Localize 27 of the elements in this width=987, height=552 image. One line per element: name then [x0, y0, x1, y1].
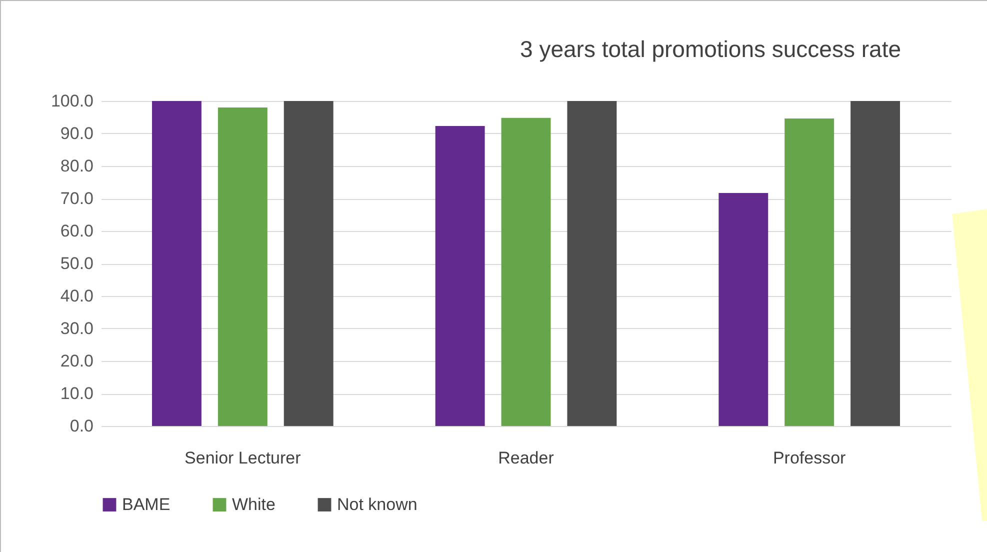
bar [718, 192, 768, 426]
y-tick-label: 90.0 [60, 124, 94, 143]
y-tick-label: 30.0 [60, 319, 94, 338]
y-tick-label: 60.0 [60, 222, 94, 240]
y-tick-label: 100.0 [50, 92, 94, 110]
bar [784, 118, 834, 426]
y-tick-label: 40.0 [60, 286, 94, 306]
bar [218, 108, 268, 426]
chart-title: 3 years total promotions success rate [520, 36, 901, 62]
bar [435, 126, 485, 426]
x-tick-label: Senior Lecturer [184, 448, 302, 468]
legend-label: White [232, 494, 276, 514]
y-tick-label: 50.0 [60, 254, 94, 273]
legend-label: Not known [337, 494, 418, 514]
y-tick-label: 0.0 [70, 416, 94, 436]
y-tick-label: 70.0 [60, 189, 94, 208]
bar [850, 101, 900, 426]
y-tick-label: 10.0 [60, 384, 94, 403]
y-tick-label: 80.0 [60, 156, 94, 176]
bar [152, 101, 202, 426]
bar [567, 101, 617, 426]
bar [284, 101, 334, 426]
x-tick-label: Reader [498, 448, 554, 468]
bar [501, 118, 551, 426]
x-tick-label: Professor [772, 448, 846, 468]
y-tick-label: 20.0 [60, 352, 94, 370]
legend-label: BAME [122, 494, 170, 514]
